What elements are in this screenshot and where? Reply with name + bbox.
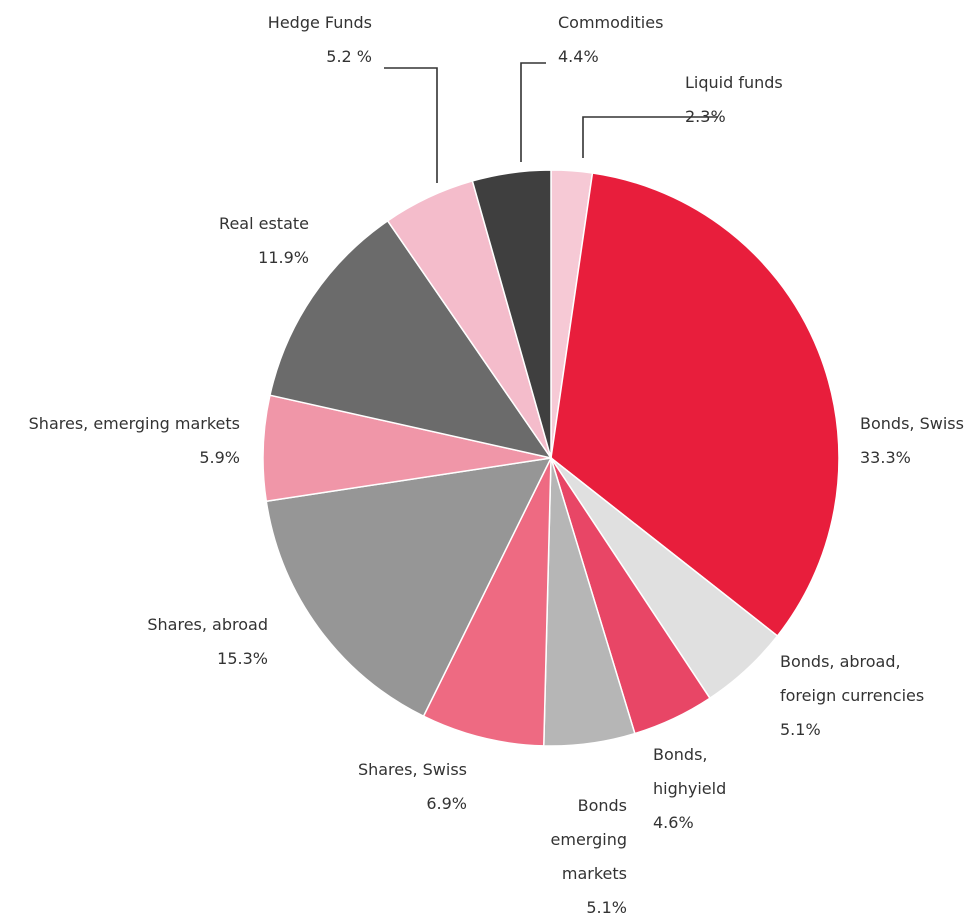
slice-value-label: 2.3% <box>685 107 726 126</box>
slice-value-label: 6.9% <box>426 794 467 813</box>
pie-slices <box>262 169 840 747</box>
slice-name-label: Shares, Swiss <box>358 760 467 779</box>
slice-value-label: 5.2 % <box>326 47 372 66</box>
slice-value-label: 11.9% <box>258 248 309 267</box>
leader-line-commodities <box>520 62 546 162</box>
slice-value-label: 33.3% <box>860 448 911 467</box>
slice-label-bonds-highyield: Bonds, highyield 4.6% <box>653 745 726 832</box>
slice-name-label: Bonds, abroad, <box>780 652 901 671</box>
slice-label-bonds-emerging-markets: Bonds emerging markets 5.1% <box>551 796 627 917</box>
slice-name-label: Hedge Funds <box>268 13 372 32</box>
slice-shares-abroad <box>265 457 553 718</box>
leader-line-liquid-funds <box>582 116 718 158</box>
slice-value-label: 5.1% <box>780 720 821 739</box>
slice-name-label: Shares, abroad <box>147 615 268 634</box>
slice-name-label: Bonds <box>578 796 627 815</box>
slice-name-label: highyield <box>653 779 726 798</box>
slice-value-label: 5.1% <box>586 898 627 917</box>
slice-label-shares-emerging-markets: Shares, emerging markets 5.9% <box>29 414 240 467</box>
slice-value-label: 4.6% <box>653 813 694 832</box>
slice-shares-swiss <box>422 457 552 747</box>
slice-name-label: Liquid funds <box>685 73 783 92</box>
slice-commodities <box>471 169 552 459</box>
slice-name-label: foreign currencies <box>780 686 924 705</box>
slice-bonds-swiss <box>550 172 840 637</box>
slice-name-label: Real estate <box>219 214 309 233</box>
slice-label-hedge-funds: Hedge Funds 5.2 % <box>268 13 372 66</box>
slice-label-commodities: Commodities 4.4% <box>558 13 663 66</box>
slice-name-label: Bonds, <box>653 745 707 764</box>
slice-label-shares-swiss: Shares, Swiss 6.9% <box>358 760 467 813</box>
slice-label-bonds-swiss: Bonds, Swiss 33.3% <box>860 414 964 467</box>
slice-value-label: 5.9% <box>199 448 240 467</box>
slice-label-liquid-funds: Liquid funds 2.3% <box>685 73 783 126</box>
slice-name-label: Commodities <box>558 13 663 32</box>
slice-value-label: 4.4% <box>558 47 599 66</box>
slice-label-bonds-abroad-foreign-currencies: Bonds, abroad, foreign currencies 5.1% <box>780 652 924 739</box>
slice-name-label: Bonds, Swiss <box>860 414 964 433</box>
slice-label-real-estate: Real estate 11.9% <box>219 214 309 267</box>
leader-line-hedge-funds <box>384 67 438 183</box>
slice-label-shares-abroad: Shares, abroad 15.3% <box>147 615 268 668</box>
slice-name-label: Shares, emerging markets <box>29 414 240 433</box>
slice-name-label: markets <box>562 864 627 883</box>
slice-name-label: emerging <box>551 830 627 849</box>
slice-value-label: 15.3% <box>217 649 268 668</box>
leader-lines <box>384 62 718 183</box>
slice-real-estate <box>269 219 553 460</box>
